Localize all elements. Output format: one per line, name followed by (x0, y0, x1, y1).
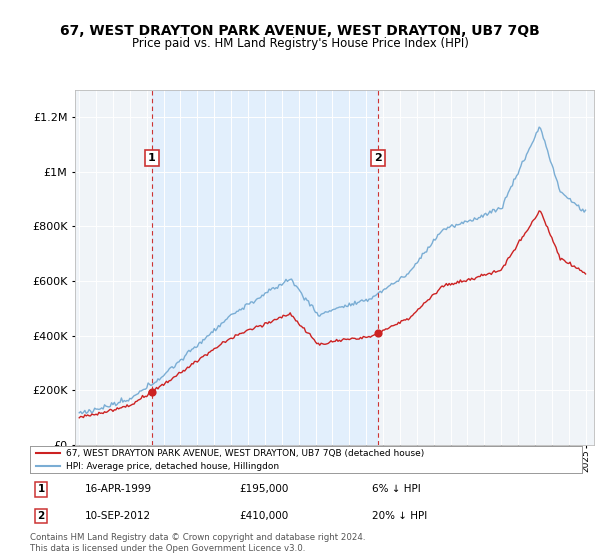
Text: 1: 1 (37, 484, 44, 494)
Text: £195,000: £195,000 (240, 484, 289, 494)
Text: 67, WEST DRAYTON PARK AVENUE, WEST DRAYTON, UB7 7QB (detached house): 67, WEST DRAYTON PARK AVENUE, WEST DRAYT… (66, 449, 424, 458)
Text: 2: 2 (37, 511, 44, 521)
Text: £410,000: £410,000 (240, 511, 289, 521)
Text: 6% ↓ HPI: 6% ↓ HPI (372, 484, 421, 494)
Text: Price paid vs. HM Land Registry's House Price Index (HPI): Price paid vs. HM Land Registry's House … (131, 37, 469, 50)
Text: 67, WEST DRAYTON PARK AVENUE, WEST DRAYTON, UB7 7QB: 67, WEST DRAYTON PARK AVENUE, WEST DRAYT… (60, 24, 540, 38)
Text: 1: 1 (148, 153, 155, 163)
Text: 16-APR-1999: 16-APR-1999 (85, 484, 152, 494)
Point (373, 329, 383, 338)
Text: 20% ↓ HPI: 20% ↓ HPI (372, 511, 427, 521)
Text: Contains HM Land Registry data © Crown copyright and database right 2024.
This d: Contains HM Land Registry data © Crown c… (30, 533, 365, 553)
Text: 2: 2 (374, 153, 382, 163)
Text: 10-SEP-2012: 10-SEP-2012 (85, 511, 151, 521)
Point (147, 388, 157, 396)
Text: HPI: Average price, detached house, Hillingdon: HPI: Average price, detached house, Hill… (66, 462, 279, 471)
